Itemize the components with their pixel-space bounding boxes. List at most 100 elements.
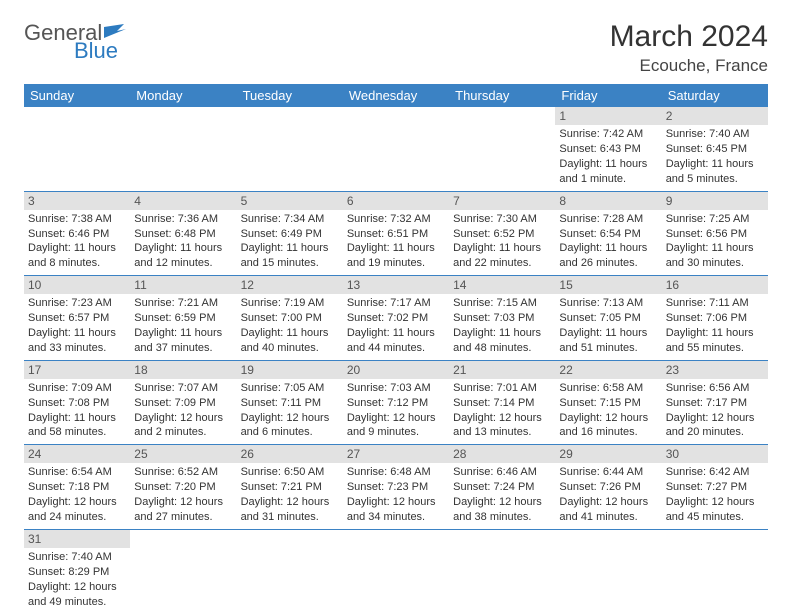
- calendar-cell: 25 Sunrise: 6:52 AMSunset: 7:20 PMDayligh…: [130, 445, 236, 530]
- day-number: 11: [130, 276, 236, 294]
- day-number: 1: [555, 107, 661, 125]
- calendar-cell: 16Sunrise: 7:11 AMSunset: 7:06 PMDayligh…: [662, 276, 768, 361]
- daylight-text: Daylight: 11 hours and 44 minutes.: [347, 326, 445, 356]
- sunrise-text: Sunrise: 6:46 AM: [453, 465, 551, 480]
- calendar-cell: [24, 107, 130, 191]
- calendar-cell: 24Sunrise: 6:54 AMSunset: 7:18 PMDayligh…: [24, 445, 130, 530]
- daylight-text: Daylight: 12 hours and 16 minutes.: [559, 411, 657, 441]
- day-number: 25: [130, 445, 236, 463]
- sunrise-text: Sunrise: 7:03 AM: [347, 381, 445, 396]
- day-number: 17: [24, 361, 130, 379]
- sunset-text: Sunset: 7:05 PM: [559, 311, 657, 326]
- sunrise-text: Sunrise: 6:42 AM: [666, 465, 764, 480]
- sunset-text: Sunset: 8:29 PM: [28, 565, 126, 580]
- calendar-cell: 17Sunrise: 7:09 AMSunset: 7:08 PMDayligh…: [24, 360, 130, 445]
- sunset-text: Sunset: 6:49 PM: [241, 227, 339, 242]
- sunrise-text: Sunrise: 6:50 AM: [241, 465, 339, 480]
- calendar-row: 10Sunrise: 7:23 AMSunset: 6:57 PMDayligh…: [24, 276, 768, 361]
- calendar-cell: 7Sunrise: 7:30 AMSunset: 6:52 PMDaylight…: [449, 191, 555, 276]
- sunset-text: Sunset: 6:56 PM: [666, 227, 764, 242]
- sunrise-text: Sunrise: 7:38 AM: [28, 212, 126, 227]
- sunset-text: Sunset: 7:03 PM: [453, 311, 551, 326]
- sunrise-text: Sunrise: 6:52 AM: [134, 465, 232, 480]
- month-title: March 2024: [610, 20, 768, 54]
- calendar-row: 17Sunrise: 7:09 AMSunset: 7:08 PMDayligh…: [24, 360, 768, 445]
- sunset-text: Sunset: 7:09 PM: [134, 396, 232, 411]
- day-number: 5: [237, 192, 343, 210]
- day-number: 10: [24, 276, 130, 294]
- sunset-text: Sunset: 6:48 PM: [134, 227, 232, 242]
- sunset-text: Sunset: 7:02 PM: [347, 311, 445, 326]
- daylight-text: Daylight: 12 hours and 31 minutes.: [241, 495, 339, 525]
- daylight-text: Daylight: 11 hours and 33 minutes.: [28, 326, 126, 356]
- sunset-text: Sunset: 6:57 PM: [28, 311, 126, 326]
- calendar-cell: 13Sunrise: 7:17 AMSunset: 7:02 PMDayligh…: [343, 276, 449, 361]
- calendar-cell: 31Sunrise: 7:40 AMSunset: 8:29 PMDayligh…: [24, 529, 130, 613]
- calendar-cell: 28Sunrise: 6:46 AMSunset: 7:24 PMDayligh…: [449, 445, 555, 530]
- sunrise-text: Sunrise: 7:07 AM: [134, 381, 232, 396]
- calendar-cell: 20Sunrise: 7:03 AMSunset: 7:12 PMDayligh…: [343, 360, 449, 445]
- sunrise-text: Sunrise: 7:25 AM: [666, 212, 764, 227]
- calendar-cell: 9Sunrise: 7:25 AMSunset: 6:56 PMDaylight…: [662, 191, 768, 276]
- daylight-text: Daylight: 12 hours and 38 minutes.: [453, 495, 551, 525]
- day-number: 2: [662, 107, 768, 125]
- sunrise-text: Sunrise: 7:34 AM: [241, 212, 339, 227]
- daylight-text: Daylight: 11 hours and 58 minutes.: [28, 411, 126, 441]
- day-number: 21: [449, 361, 555, 379]
- sunrise-text: Sunrise: 7:11 AM: [666, 296, 764, 311]
- calendar-cell: [449, 107, 555, 191]
- sunrise-text: Sunrise: 6:44 AM: [559, 465, 657, 480]
- day-number: 27: [343, 445, 449, 463]
- daylight-text: Daylight: 12 hours and 2 minutes.: [134, 411, 232, 441]
- sunrise-text: Sunrise: 7:15 AM: [453, 296, 551, 311]
- sunset-text: Sunset: 6:46 PM: [28, 227, 126, 242]
- sunrise-text: Sunrise: 7:36 AM: [134, 212, 232, 227]
- sunrise-text: Sunrise: 6:56 AM: [666, 381, 764, 396]
- sunset-text: Sunset: 7:20 PM: [134, 480, 232, 495]
- calendar-cell: 3Sunrise: 7:38 AMSunset: 6:46 PMDaylight…: [24, 191, 130, 276]
- sunset-text: Sunset: 7:11 PM: [241, 396, 339, 411]
- calendar-cell: 18 Sunrise: 7:07 AMSunset: 7:09 PMDayligh…: [130, 360, 236, 445]
- day-header: Wednesday: [343, 84, 449, 107]
- sunset-text: Sunset: 6:43 PM: [559, 142, 657, 157]
- sunset-text: Sunset: 7:18 PM: [28, 480, 126, 495]
- daylight-text: Daylight: 11 hours and 26 minutes.: [559, 241, 657, 271]
- calendar-cell: 12Sunrise: 7:19 AMSunset: 7:00 PMDayligh…: [237, 276, 343, 361]
- day-number: 13: [343, 276, 449, 294]
- sunset-text: Sunset: 7:08 PM: [28, 396, 126, 411]
- header: GeneralBlueMarch 2024Ecouche, France: [24, 20, 768, 76]
- sunset-text: Sunset: 7:17 PM: [666, 396, 764, 411]
- daylight-text: Daylight: 11 hours and 30 minutes.: [666, 241, 764, 271]
- calendar-row: 1Sunrise: 7:42 AMSunset: 6:43 PMDaylight…: [24, 107, 768, 191]
- calendar-cell: [237, 107, 343, 191]
- logo-text-blue: Blue: [74, 38, 126, 64]
- daylight-text: Daylight: 11 hours and 51 minutes.: [559, 326, 657, 356]
- day-number: 7: [449, 192, 555, 210]
- title-block: March 2024Ecouche, France: [610, 20, 768, 76]
- calendar-cell: [130, 529, 236, 613]
- day-number: 18: [130, 361, 236, 379]
- day-number: 4: [130, 192, 236, 210]
- day-number: 29: [555, 445, 661, 463]
- daylight-text: Daylight: 11 hours and 19 minutes.: [347, 241, 445, 271]
- sunrise-text: Sunrise: 7:40 AM: [28, 550, 126, 565]
- daylight-text: Daylight: 11 hours and 12 minutes.: [134, 241, 232, 271]
- sunrise-text: Sunrise: 7:05 AM: [241, 381, 339, 396]
- location: Ecouche, France: [610, 56, 768, 76]
- daylight-text: Daylight: 11 hours and 8 minutes.: [28, 241, 126, 271]
- day-header: Tuesday: [237, 84, 343, 107]
- calendar-head: SundayMondayTuesdayWednesdayThursdayFrid…: [24, 84, 768, 107]
- calendar-cell: [237, 529, 343, 613]
- calendar-cell: 23Sunrise: 6:56 AMSunset: 7:17 PMDayligh…: [662, 360, 768, 445]
- sunset-text: Sunset: 7:24 PM: [453, 480, 551, 495]
- day-number: 20: [343, 361, 449, 379]
- daylight-text: Daylight: 11 hours and 40 minutes.: [241, 326, 339, 356]
- calendar-cell: 11Sunrise: 7:21 AMSunset: 6:59 PMDayligh…: [130, 276, 236, 361]
- day-number: 12: [237, 276, 343, 294]
- sunset-text: Sunset: 6:45 PM: [666, 142, 764, 157]
- sunrise-text: Sunrise: 7:23 AM: [28, 296, 126, 311]
- daylight-text: Daylight: 12 hours and 24 minutes.: [28, 495, 126, 525]
- daylight-text: Daylight: 12 hours and 20 minutes.: [666, 411, 764, 441]
- sunrise-text: Sunrise: 7:42 AM: [559, 127, 657, 142]
- daylight-text: Daylight: 12 hours and 27 minutes.: [134, 495, 232, 525]
